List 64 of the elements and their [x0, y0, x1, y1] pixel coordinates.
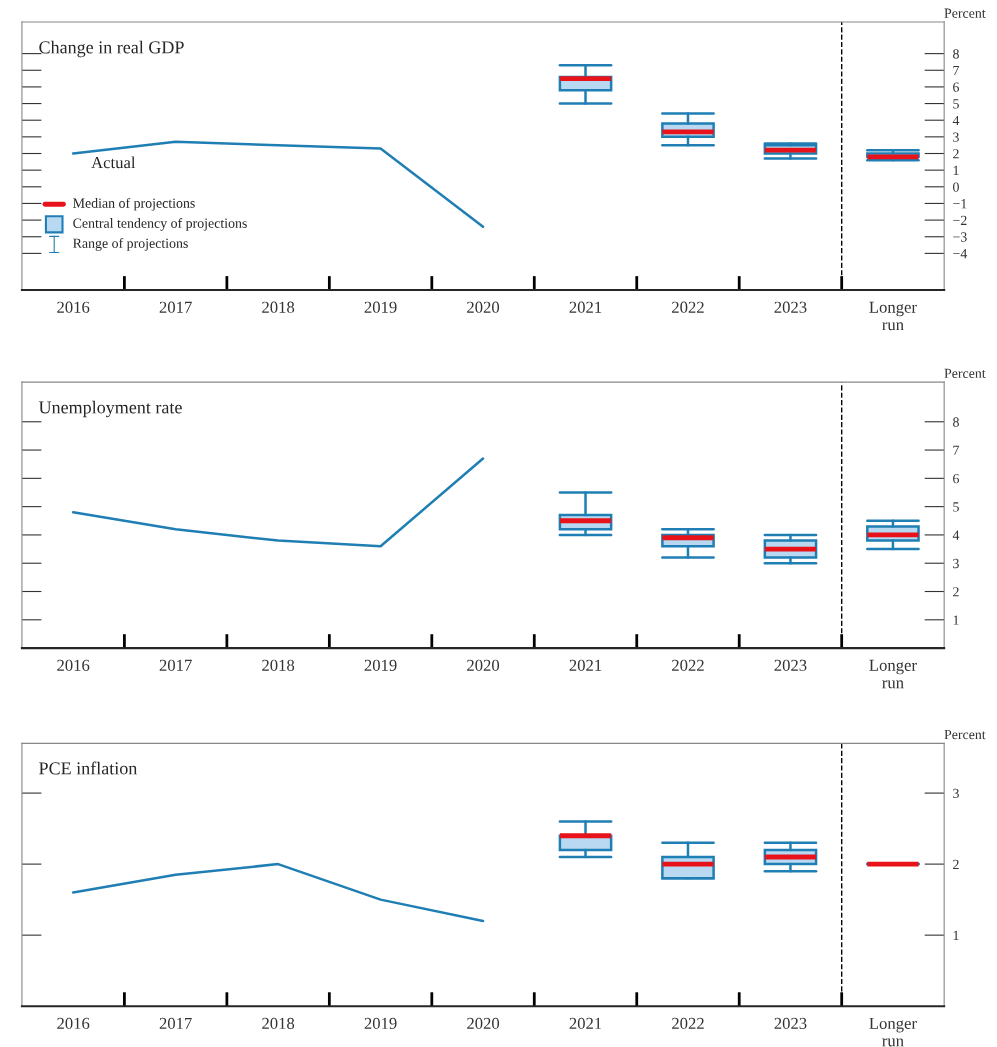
y-tick-label: 2 [953, 859, 959, 869]
x-tick-label: 2020 [467, 659, 500, 671]
y-tick-label: 1 [953, 165, 959, 175]
y-tick-label: −2 [953, 215, 967, 225]
x-tick-label: 2018 [262, 1017, 295, 1030]
x-tick-label: 2016 [57, 659, 90, 671]
text: Unemployment rate [38, 400, 182, 418]
x-tick-label: 2022 [672, 1017, 704, 1030]
x-tick-label: 2021 [569, 659, 602, 671]
x-tick-label: 2019 [364, 1017, 397, 1030]
x-tick-label: 2023 [774, 659, 807, 671]
x-tick-label: Longer run [869, 301, 917, 331]
y-tick-label: 5 [953, 99, 959, 109]
x-tick-label: 2021 [569, 1017, 602, 1030]
y-tick-label: 2 [953, 149, 959, 159]
y-tick-label: 6 [953, 82, 960, 92]
x-tick-label: 2019 [364, 659, 397, 671]
y-tick-label: −1 [953, 199, 967, 209]
annotation: Range of projections [73, 238, 188, 251]
y-tick-label: 4 [952, 115, 960, 126]
y-tick-label: 5 [953, 502, 959, 512]
line-series [71, 457, 485, 548]
y-axis-title: Percent [944, 368, 986, 378]
x-tick-label: Longer run [869, 659, 917, 689]
line-series [71, 140, 485, 229]
annotation: Median of projections [73, 197, 195, 211]
y-tick-label: 3 [953, 788, 959, 799]
y-tick-label: 3 [953, 132, 959, 142]
y-tick-label: −3 [953, 232, 967, 242]
x-tick-label: 2018 [262, 659, 295, 671]
x-tick-label: 2020 [467, 301, 500, 313]
x-tick-label: 2022 [672, 659, 704, 671]
x-tick-label: 2016 [57, 1017, 90, 1030]
x-tick-label: 2023 [774, 301, 807, 313]
x-tick-label: 2022 [672, 301, 704, 313]
x-tick-label: Longer run [869, 1017, 917, 1047]
y-tick-label: −4 [953, 249, 968, 259]
text: Change in real GDP [39, 40, 184, 58]
y-tick-label: 7 [953, 445, 960, 455]
x-tick-label: 2020 [467, 1017, 500, 1030]
y-axis-title: Percent [944, 8, 986, 18]
text: PCE inflation [39, 761, 138, 775]
y-tick-label: 7 [953, 65, 960, 76]
x-tick-label: 2017 [159, 659, 192, 671]
y-tick-label: 3 [953, 558, 959, 569]
y-tick-label: 6 [953, 473, 960, 484]
x-tick-label: 2017 [159, 1017, 192, 1030]
annotation: Central tendency of projections [73, 217, 247, 231]
y-tick-label: 1 [953, 930, 959, 940]
x-tick-label: 2017 [159, 301, 192, 313]
x-tick-label: 2016 [57, 301, 90, 313]
x-tick-label: 2018 [262, 301, 295, 313]
y-tick-label: 0 [953, 182, 959, 192]
y-tick-label: 8 [953, 417, 959, 427]
y-tick-label: 1 [953, 615, 959, 625]
y-tick-label: 8 [953, 49, 959, 59]
x-tick-label: 2023 [774, 1017, 807, 1030]
x-tick-label: 2019 [364, 301, 397, 313]
y-tick-label: 2 [953, 587, 959, 597]
annotation: Actual [91, 156, 136, 169]
x-tick-label: 2021 [569, 301, 602, 313]
line-series [71, 862, 485, 923]
y-axis-title: Percent [944, 730, 986, 740]
y-tick-label: 4 [952, 530, 960, 540]
